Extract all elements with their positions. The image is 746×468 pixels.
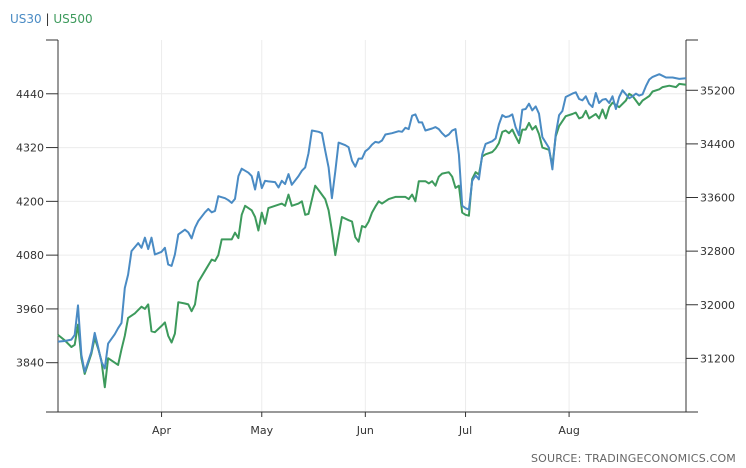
right-tick-label: 31200: [700, 352, 735, 365]
x-tick-label: Jul: [458, 424, 472, 437]
x-axis: Apr May Jun Jul Aug: [152, 412, 580, 437]
left-tick-label: 3840: [16, 357, 44, 370]
x-tick-label: Jun: [356, 424, 374, 437]
left-tick-label: 4200: [16, 195, 44, 208]
legend-separator: |: [45, 12, 50, 26]
legend-entry-us30[interactable]: US30: [10, 12, 42, 26]
left-tick-label: 4080: [16, 249, 44, 262]
right-tick-label: 32800: [700, 245, 735, 258]
series-line-us30: [57, 73, 687, 373]
left-tick-label: 4440: [16, 88, 44, 101]
left-tick-label: 3960: [16, 303, 44, 316]
x-tick-label: May: [250, 424, 273, 437]
left-axis: 3840 3960 4080 4200 4320 4440: [16, 39, 58, 413]
right-tick-label: 32000: [700, 299, 735, 312]
source-label: SOURCE: TRADINGECONOMICS.COM: [530, 452, 736, 465]
left-tick-label: 4320: [16, 142, 44, 155]
axes: [57, 40, 687, 413]
legend: US30 | US500: [10, 12, 93, 26]
x-tick-label: Apr: [152, 424, 172, 437]
right-axis: 31200 32000 32800 33600 34400 35200: [686, 39, 735, 413]
series-line-us500: [57, 82, 687, 389]
right-tick-label: 33600: [700, 192, 735, 205]
grid-lines: [58, 40, 686, 412]
legend-entry-us500[interactable]: US500: [53, 12, 93, 26]
x-tick-label: Aug: [558, 424, 579, 437]
right-tick-label: 34400: [700, 138, 735, 151]
right-tick-label: 35200: [700, 84, 735, 97]
series-lines: [57, 73, 687, 389]
